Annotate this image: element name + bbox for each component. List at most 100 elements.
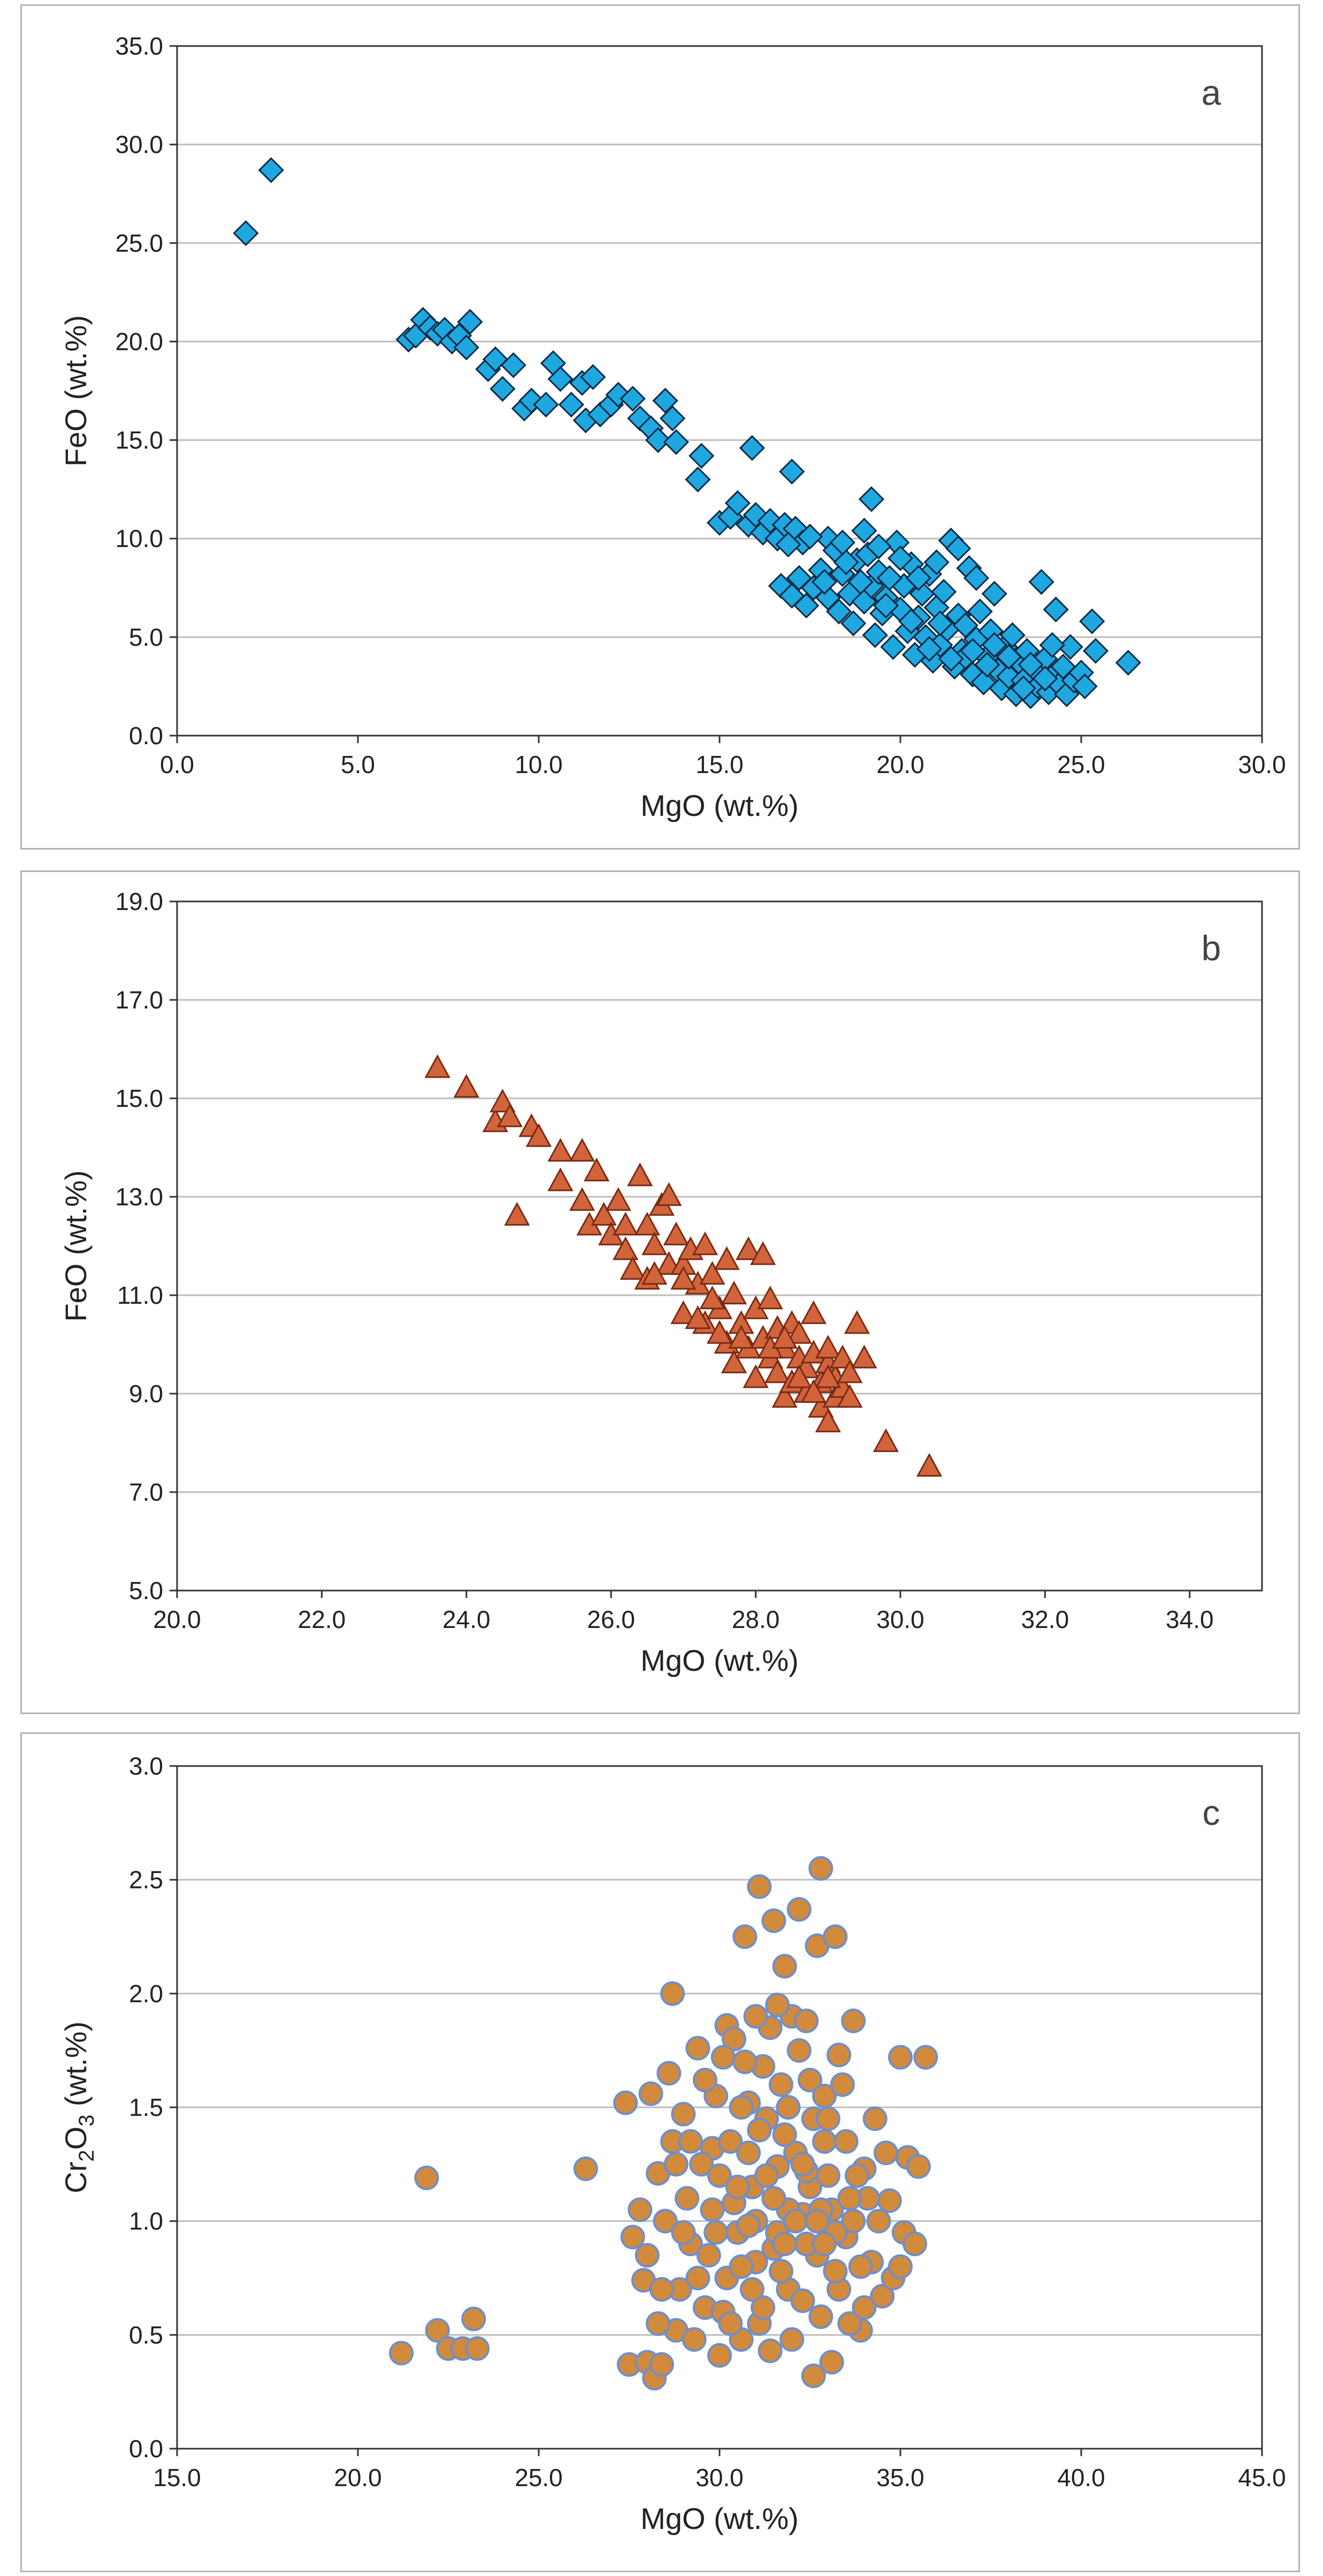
data-point [1079, 608, 1105, 635]
data-point [833, 549, 859, 576]
data-point [793, 592, 820, 619]
data-point [461, 2306, 486, 2332]
data-point [613, 1236, 639, 1260]
data-point [873, 1428, 899, 1453]
data-point [490, 376, 516, 402]
data-point [707, 2343, 732, 2368]
data-point [620, 2225, 645, 2250]
data-point [945, 536, 972, 562]
data-point [757, 1286, 783, 1310]
data-point [1072, 673, 1098, 700]
data-point [736, 2213, 761, 2238]
data-point [916, 636, 943, 662]
data-point [811, 569, 838, 595]
y-tick-label: 15.0 [115, 1084, 163, 1112]
data-point [645, 427, 671, 453]
data-point [981, 632, 1007, 658]
data-point [783, 2208, 808, 2234]
data-point [923, 549, 950, 576]
x-tick-label: 24.0 [442, 1606, 491, 1633]
plot-frame [176, 1765, 1263, 2450]
data-point [801, 2363, 826, 2388]
x-tick-label: 30.0 [695, 2464, 744, 2491]
x-tick-label: 15.0 [695, 751, 744, 778]
data-point [823, 1924, 848, 1949]
data-point [800, 1379, 827, 1403]
data-point [663, 429, 690, 455]
gridlines [177, 900, 1262, 1493]
data-point [837, 2186, 862, 2211]
data-point [771, 1384, 798, 1408]
x-tick-label: 30.0 [876, 1606, 924, 1633]
data-point [823, 2259, 848, 2284]
data-point [963, 565, 990, 591]
data-point [721, 1349, 747, 1373]
data-point [765, 1992, 790, 2017]
data-point [699, 1261, 725, 1285]
data-point [500, 352, 526, 378]
data-point [775, 531, 801, 557]
x-axis-label: MgO (wt.%) [640, 789, 799, 822]
data-point [457, 309, 483, 335]
data-point [663, 2152, 689, 2177]
data-point [786, 1364, 812, 1388]
data-point [825, 598, 852, 625]
data-point [700, 2197, 725, 2222]
x-tick-label: 30.0 [1238, 751, 1286, 778]
y-tick-label: 20.0 [115, 327, 163, 355]
data-point [634, 2243, 660, 2268]
data-point [1082, 638, 1109, 664]
data-point [873, 2141, 898, 2166]
data-point [634, 1212, 660, 1236]
data-point [584, 1157, 610, 1182]
y-axis-label: FeO (wt.%) [59, 1170, 93, 1321]
x-tick-label: 28.0 [732, 1606, 780, 1633]
data-point [812, 2231, 837, 2257]
data-point [620, 1256, 646, 1280]
y-tick-label: 11.0 [117, 1281, 163, 1309]
data-point [999, 622, 1026, 648]
data-point [938, 646, 964, 672]
data-point [671, 2220, 696, 2245]
y-tick-label: 25.0 [115, 229, 163, 257]
data-point [663, 1221, 690, 1245]
x-tick-label: 15.0 [153, 2464, 201, 2491]
data-point [930, 579, 957, 605]
data-point [724, 490, 751, 516]
chart-b: 5.0 7.0 9.0 11.0 13.0 15.0 17.0 19.0 20.0 22.0 24.… [59, 888, 1263, 1677]
data-point [743, 2004, 768, 2029]
data-point [525, 1123, 552, 1147]
data-point [569, 1138, 595, 1162]
data-point [678, 2129, 703, 2154]
data-point [779, 2327, 805, 2352]
data-point [829, 529, 855, 556]
data-point [870, 2284, 895, 2309]
data-point [707, 2163, 732, 2188]
data-point [699, 1286, 725, 1310]
chart-c: 0.0 0.5 1.0 1.5 2.0 2.5 3.0 15.0 20.0 25.0 30.0 35.… [59, 1752, 1286, 2535]
data-point [689, 2152, 714, 2177]
data-point [903, 2231, 928, 2257]
y-tick-label: 13.0 [115, 1183, 163, 1211]
data-point [754, 2163, 779, 2188]
data-point [649, 2352, 674, 2377]
y-tick-label: 7.0 [129, 1478, 163, 1506]
data-point [569, 1187, 595, 1211]
x-tick-label: 34.0 [1166, 1606, 1214, 1633]
data-point [628, 2197, 653, 2222]
data-point [638, 2081, 663, 2106]
data-point [641, 1231, 668, 1256]
data-point [722, 2027, 747, 2052]
data-point [620, 386, 646, 412]
x-axis-label: MgO (wt.%) [640, 1644, 799, 1677]
x-axis-label: MgO (wt.%) [640, 2502, 799, 2535]
data-points [389, 1856, 938, 2391]
y-axis-label: Cr2O3 (wt.%) [59, 2021, 98, 2193]
data-point [732, 2049, 758, 2074]
data-point [771, 1325, 798, 1349]
data-point [1043, 597, 1069, 623]
data-point [736, 2141, 761, 2166]
data-point [800, 1300, 827, 1324]
data-point [685, 2266, 710, 2290]
data-point [725, 2174, 750, 2199]
